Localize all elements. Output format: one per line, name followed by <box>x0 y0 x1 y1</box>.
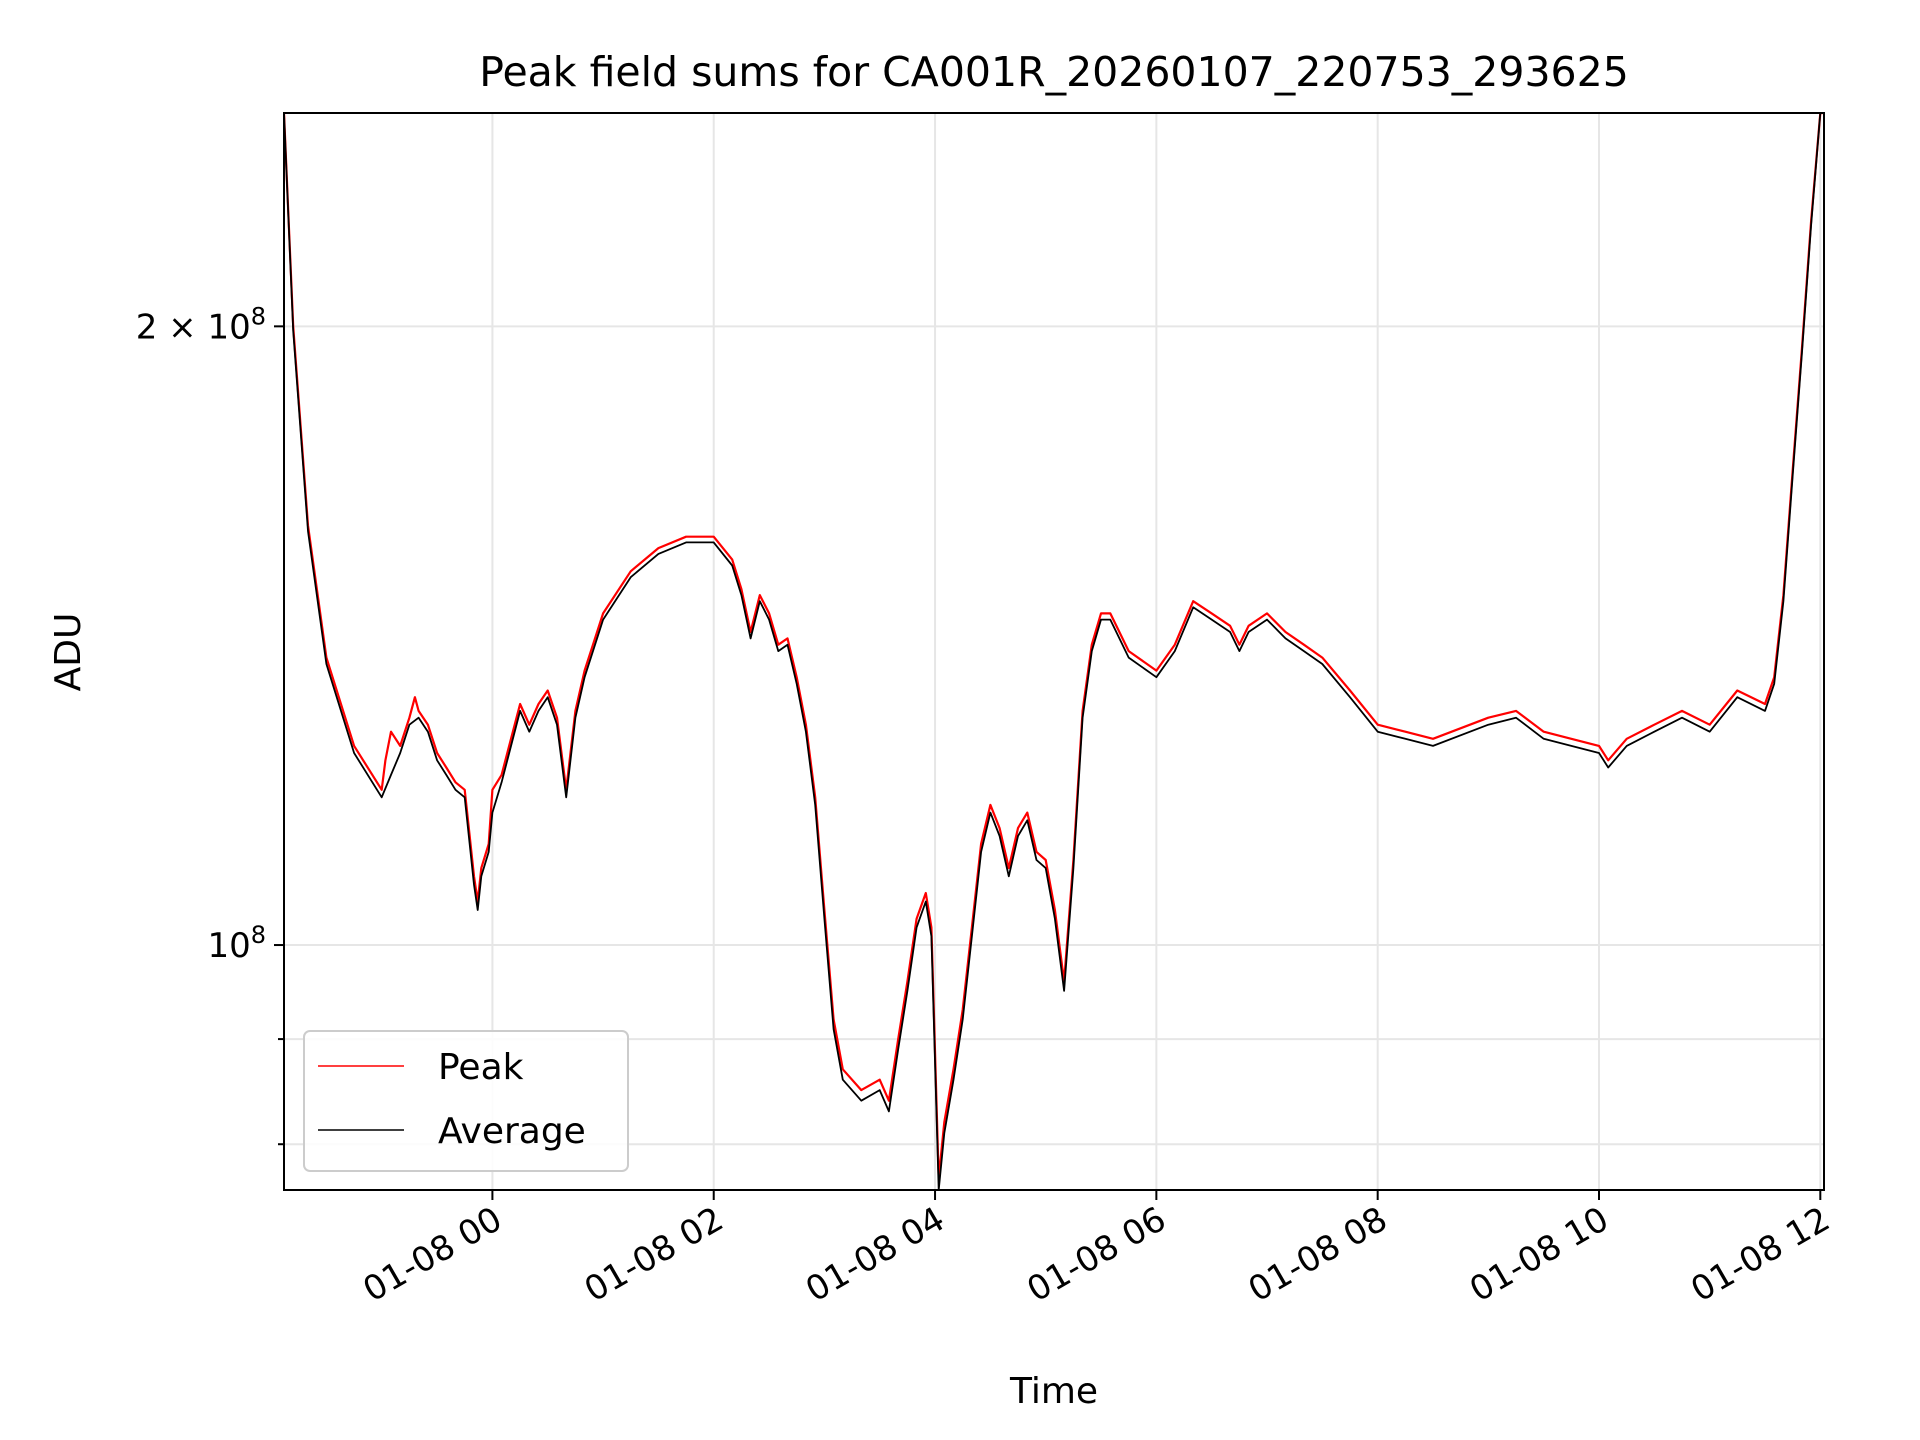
series-line-average <box>284 113 1824 1190</box>
grid-layer <box>284 113 1824 1190</box>
x-tick-label: 01-08 08 <box>1242 1199 1394 1310</box>
series-layer <box>284 113 1824 1190</box>
x-tick-label: 01-08 04 <box>799 1199 951 1310</box>
x-axis-label: Time <box>1009 1371 1098 1412</box>
plot-frame <box>283 112 1825 1191</box>
x-tick-label: 01-08 00 <box>357 1199 509 1310</box>
legend-label-peak: Peak <box>438 1047 524 1088</box>
x-tick-label: 01-08 12 <box>1684 1199 1836 1310</box>
y-tick-label: 108 <box>207 921 266 966</box>
series-line-peak <box>284 113 1824 1180</box>
chart-title: Peak field sums for CA001R_20260107_2207… <box>479 48 1629 96</box>
x-tick-label: 01-08 06 <box>1020 1199 1172 1310</box>
x-tick-label: 01-08 10 <box>1463 1199 1615 1310</box>
legend-label-average: Average <box>438 1111 586 1152</box>
y-tick-label: 2 × 108 <box>136 302 266 347</box>
y-axis-label: ADU <box>48 613 89 692</box>
x-tick-label: 01-08 02 <box>578 1199 730 1310</box>
legend: Peak Average <box>303 1030 629 1172</box>
